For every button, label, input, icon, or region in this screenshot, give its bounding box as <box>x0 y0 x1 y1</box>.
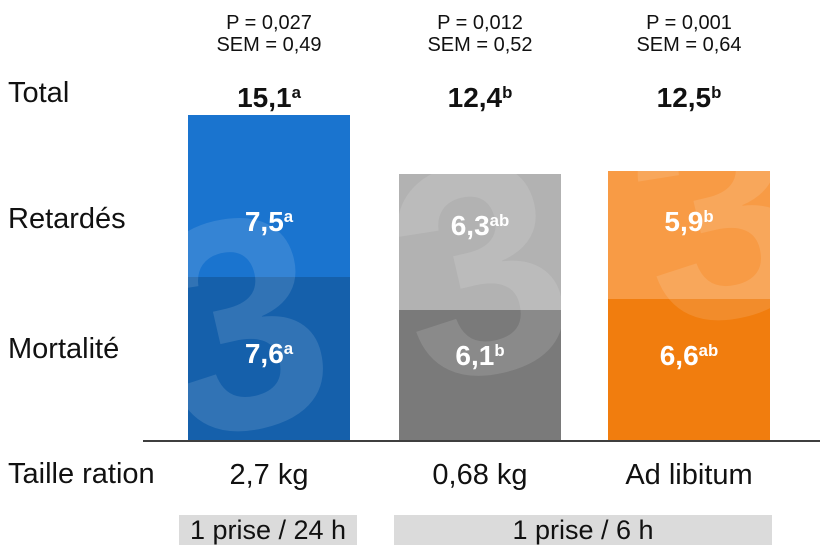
segment-number: 6,6 <box>659 340 699 371</box>
total-significance: b <box>711 82 722 102</box>
total-value-bar2: 12,4b <box>448 82 513 114</box>
retardes-value-bar2: 6,3ab <box>451 210 510 242</box>
total-number: 12,5 <box>656 82 712 113</box>
bar-ration-ad-libitum <box>608 171 770 442</box>
total-value-bar1: 15,1a <box>237 82 301 114</box>
p-value-bar2: P = 0,012 <box>437 12 523 34</box>
segment-retardes-bar1 <box>188 115 350 277</box>
group-band-1-prise-6h: 1 prise / 6 h <box>394 515 772 545</box>
segment-retardes-bar2 <box>399 174 561 310</box>
row-label-taille-ration: Taille ration <box>8 458 155 490</box>
segment-number: 5,9 <box>664 206 704 237</box>
segment-significance: b <box>494 340 505 360</box>
segment-number: 7,6 <box>244 338 284 369</box>
group-band-1-prise-24h: 1 prise / 24 h <box>179 515 357 545</box>
retardes-value-bar1: 7,5a <box>245 206 293 238</box>
segment-mortalite-bar1 <box>188 277 350 442</box>
ration-size-bar2: 0,68 kg <box>432 459 528 491</box>
mortalite-value-bar3: 6,6ab <box>660 340 719 372</box>
row-label-total: Total <box>8 77 70 109</box>
segment-significance: ab <box>698 340 719 360</box>
p-value-bar3: P = 0,001 <box>646 12 732 34</box>
x-axis-line <box>143 440 820 442</box>
sem-value-bar3: SEM = 0,64 <box>636 34 742 56</box>
row-label-retardes: Retardés <box>8 203 126 235</box>
sem-value-bar1: SEM = 0,49 <box>216 34 322 56</box>
segment-significance: a <box>283 206 294 226</box>
mortalite-value-bar2: 6,1b <box>455 340 504 372</box>
bar-ration-0-68kg <box>399 174 561 442</box>
segment-number: 6,3 <box>450 210 490 241</box>
sem-value-bar2: SEM = 0,52 <box>427 34 533 56</box>
segment-number: 7,5 <box>244 206 284 237</box>
segment-significance: b <box>703 206 714 226</box>
total-number: 15,1 <box>237 82 292 113</box>
ration-size-bar1: 2,7 kg <box>229 459 309 491</box>
total-number: 12,4 <box>447 82 503 113</box>
total-significance: b <box>502 82 513 102</box>
ration-size-bar3: Ad libitum <box>625 459 753 491</box>
bar-ration-2-7kg <box>188 115 350 442</box>
segment-significance: a <box>283 338 294 358</box>
stats-bar2: P = 0,012 SEM = 0,52 <box>427 12 532 56</box>
total-value-bar3: 12,5b <box>657 82 722 114</box>
segment-mortalite-bar3 <box>608 299 770 442</box>
segment-retardes-bar3 <box>608 171 770 299</box>
stats-bar1: P = 0,027 SEM = 0,49 <box>216 12 321 56</box>
segment-significance: ab <box>489 210 510 230</box>
p-value-bar1: P = 0,027 <box>226 12 312 34</box>
stats-bar3: P = 0,001 SEM = 0,64 <box>636 12 741 56</box>
total-significance: a <box>291 82 301 102</box>
segment-mortalite-bar2 <box>399 310 561 442</box>
retardes-value-bar3: 5,9b <box>664 206 713 238</box>
row-label-mortalite: Mortalité <box>8 333 120 365</box>
segment-number: 6,1 <box>455 340 495 371</box>
mortalite-value-bar1: 7,6a <box>245 338 293 370</box>
